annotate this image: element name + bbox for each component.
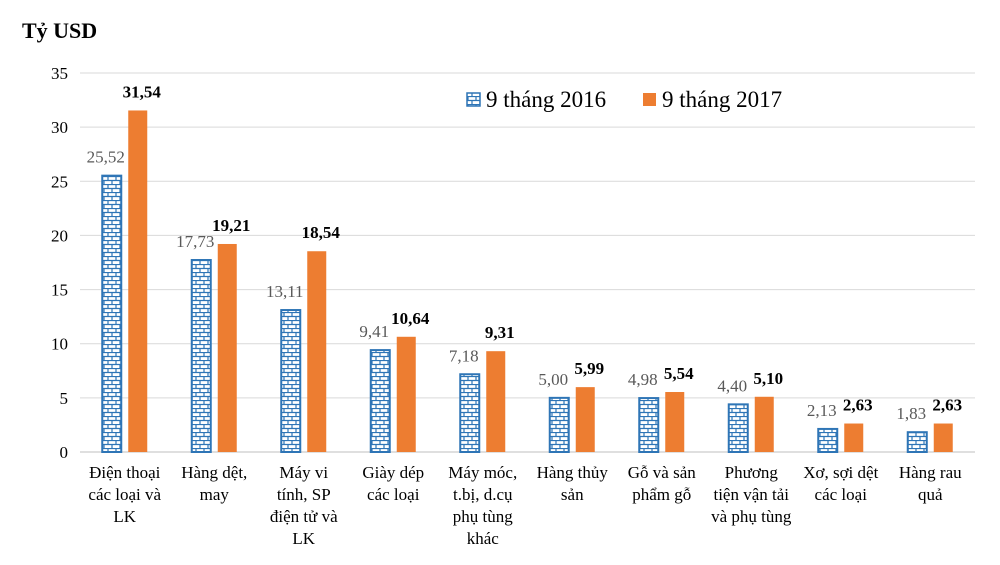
y-tick-label: 5 [60, 389, 69, 408]
y-tick-labels: 0 5 10 15 20 25 30 35 [51, 64, 68, 462]
bars [101, 110, 953, 454]
bar-2016 [101, 174, 123, 454]
bar-2017 [486, 351, 506, 452]
bar-2017 [128, 110, 148, 452]
data-label-2017: 31,54 [123, 82, 162, 101]
category-label: Xơ, sợi dệt các loại [803, 463, 878, 504]
category-label: Hàng rau quả [899, 463, 962, 504]
data-label-2016: 7,18 [449, 346, 479, 365]
data-label-2017: 9,31 [485, 323, 515, 342]
legend: 9 tháng 2016 9 tháng 2017 [466, 87, 782, 112]
data-label-2016: 2,13 [807, 401, 837, 420]
y-tick-label: 10 [51, 335, 68, 354]
legend-swatch-2016 [466, 92, 481, 107]
category-label: Phương tiện vận tải và phụ tùng [711, 463, 792, 526]
bar-2017 [575, 387, 595, 452]
data-label-2016: 9,41 [359, 322, 389, 341]
bar-2017 [754, 396, 774, 452]
data-label-2017: 2,63 [932, 396, 962, 415]
category-label: Giày dép các loại [362, 463, 424, 504]
bar-2017 [933, 423, 953, 452]
data-label-2017: 18,54 [302, 223, 341, 242]
y-tick-label: 15 [51, 281, 68, 300]
bar-2017 [307, 251, 327, 452]
legend-label-2016: 9 tháng 2016 [486, 87, 606, 112]
bar-2016 [906, 431, 928, 454]
y-tick-label: 30 [51, 118, 68, 137]
bar-2016 [190, 259, 212, 453]
bar-2016 [548, 396, 570, 454]
data-label-2016: 4,98 [628, 370, 658, 389]
bar-2017 [844, 423, 864, 452]
data-label-2017: 2,63 [843, 396, 873, 415]
bar-2016 [817, 427, 839, 454]
category-labels: Điện thoại các loại và LK Hàng dệt, may Máy v… [88, 463, 962, 548]
data-label-2016: 5,00 [538, 370, 568, 389]
y-tick-label: 20 [51, 226, 68, 245]
gridlines [80, 72, 975, 453]
data-label-2016: 17,73 [176, 232, 214, 251]
data-label-2017: 5,10 [753, 369, 783, 388]
legend-label-2017: 9 tháng 2017 [662, 87, 782, 112]
bar-2017 [396, 336, 416, 452]
data-label-2017: 19,21 [212, 216, 250, 235]
bar-2017 [665, 392, 685, 452]
category-label: Máy móc, t.bị, d.cụ phụ tùng khác [448, 463, 517, 548]
bar-2016 [638, 397, 660, 453]
bar-2016 [459, 373, 481, 453]
category-label: Gỗ và sản phẩm gỗ [628, 463, 696, 504]
y-tick-label: 35 [51, 64, 68, 83]
y-axis-unit-label: Tỷ USD [22, 18, 98, 43]
data-label-2017: 5,99 [574, 359, 604, 378]
data-label-2017: 5,54 [664, 364, 694, 383]
bar-2017 [217, 243, 237, 452]
data-label-2016: 4,40 [717, 376, 747, 395]
data-label-2016: 25,52 [87, 148, 125, 167]
bar-2016 [727, 403, 749, 453]
data-label-2016: 1,83 [896, 404, 926, 423]
bar-2016 [369, 349, 391, 454]
y-tick-label: 0 [60, 443, 69, 462]
data-label-2017: 10,64 [391, 309, 430, 328]
category-label: Hàng dệt, may [181, 463, 247, 504]
category-label: Điện thoại các loại và LK [88, 463, 161, 526]
bar-2016 [280, 309, 302, 453]
y-tick-label: 25 [51, 172, 68, 191]
legend-swatch-2017 [643, 93, 656, 106]
category-label: Máy vi tính, SP điện tử và LK [270, 463, 338, 548]
category-label: Hàng thủy sản [537, 463, 609, 504]
data-label-2016: 13,11 [266, 282, 304, 301]
